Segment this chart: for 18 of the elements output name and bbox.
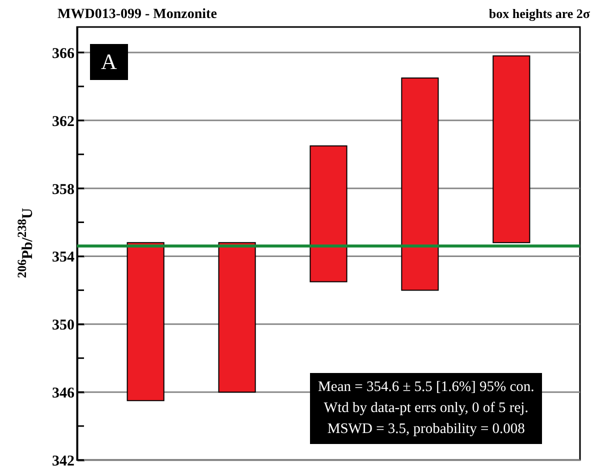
y-tick-label: 342 [52,454,74,468]
y-tick-label: 358 [52,182,74,198]
bar [492,55,530,244]
annotation: Mean = 354.6 ± 5.5 [1.6%] 95% con. [318,378,534,397]
bar [126,242,164,402]
y-tick-label: 350 [52,318,74,334]
bar [218,242,256,393]
y-tick-label: 366 [52,46,75,62]
y-tick-label: 362 [52,114,74,130]
text: box heights are 2σ [488,6,590,22]
annotation: MSWD = 3.5, probability = 0.008 [326,420,526,439]
chart-title: MWD013-099 - Monzonite [58,7,217,22]
y-tick-label: 346 [52,386,75,402]
bar [310,145,348,282]
annotation: A [90,44,128,80]
y-tick-label: 354 [52,250,75,266]
bar [401,77,439,291]
annotation: Wtd by data-pt errs only, 0 of 5 rej. [322,399,530,418]
